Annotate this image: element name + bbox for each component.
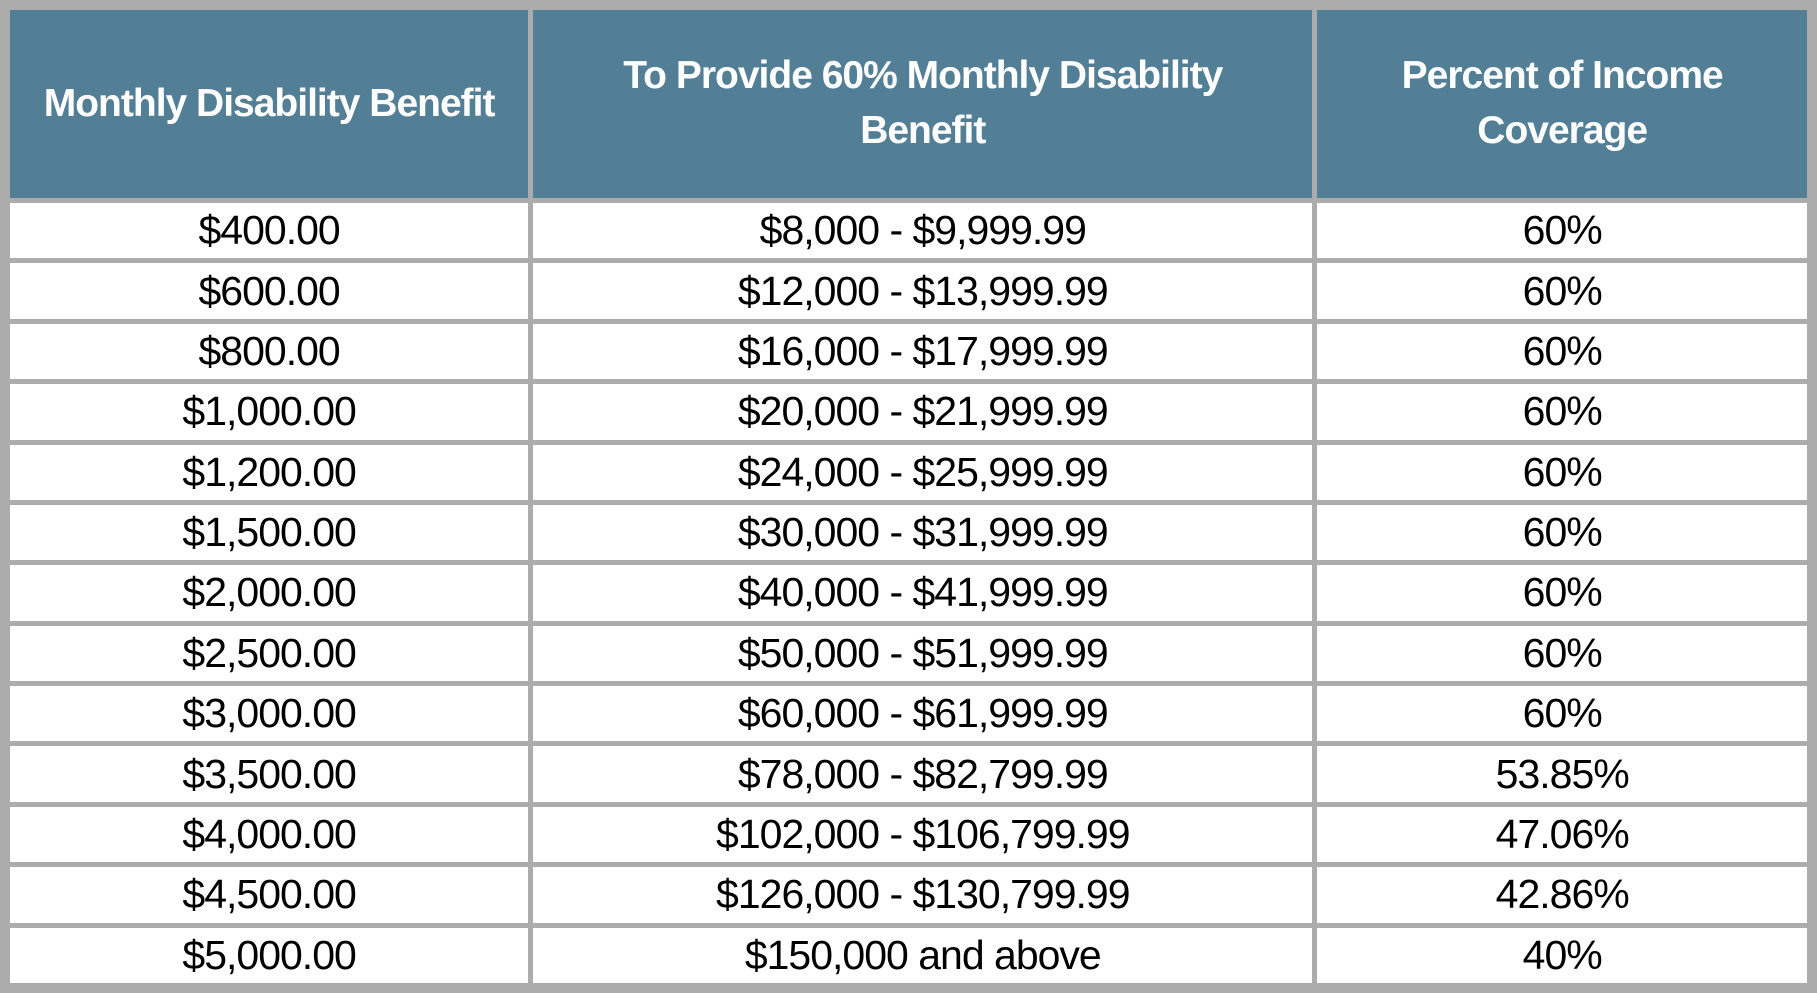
income-range-cell: $20,000 - $21,999.99 — [533, 384, 1313, 440]
percent-cell: 60% — [1317, 323, 1807, 380]
table-row: $2,500.00 $50,000 - $51,999.99 60% — [10, 625, 1807, 681]
col-header-percent-coverage: Percent of Income Coverage — [1317, 10, 1807, 198]
table-row: $400.00 $8,000 - $9,999.99 60% — [10, 203, 1807, 259]
income-range-cell: $102,000 - $106,799.99 — [533, 806, 1313, 863]
income-range-cell: $16,000 - $17,999.99 — [533, 323, 1313, 380]
benefit-cell: $800.00 — [10, 323, 529, 380]
col-header-income-range: To Provide 60% Monthly Disability Benefi… — [533, 10, 1313, 198]
income-range-cell: $8,000 - $9,999.99 — [533, 203, 1313, 259]
benefit-cell: $2,000.00 — [10, 565, 529, 621]
income-range-cell: $126,000 - $130,799.99 — [533, 867, 1313, 923]
benefit-cell: $3,500.00 — [10, 746, 529, 802]
percent-cell: 42.86% — [1317, 867, 1807, 923]
table-row: $4,500.00 $126,000 - $130,799.99 42.86% — [10, 867, 1807, 923]
percent-cell: 40% — [1317, 927, 1807, 983]
percent-cell: 60% — [1317, 203, 1807, 259]
percent-cell: 60% — [1317, 384, 1807, 440]
benefit-cell: $4,500.00 — [10, 867, 529, 923]
income-range-cell: $60,000 - $61,999.99 — [533, 686, 1313, 742]
percent-cell: 47.06% — [1317, 806, 1807, 863]
benefit-cell: $1,000.00 — [10, 384, 529, 440]
percent-cell: 60% — [1317, 263, 1807, 319]
income-range-cell: $50,000 - $51,999.99 — [533, 625, 1313, 681]
table-row: $1,200.00 $24,000 - $25,999.99 60% — [10, 444, 1807, 500]
benefit-cell: $2,500.00 — [10, 625, 529, 681]
percent-cell: 60% — [1317, 625, 1807, 681]
table-row: $2,000.00 $40,000 - $41,999.99 60% — [10, 565, 1807, 621]
income-range-cell: $40,000 - $41,999.99 — [533, 565, 1313, 621]
disability-benefit-table: Monthly Disability Benefit To Provide 60… — [5, 5, 1812, 988]
table-row: $1,500.00 $30,000 - $31,999.99 60% — [10, 504, 1807, 561]
table-row: $3,500.00 $78,000 - $82,799.99 53.85% — [10, 746, 1807, 802]
percent-cell: 53.85% — [1317, 746, 1807, 802]
income-range-cell: $12,000 - $13,999.99 — [533, 263, 1313, 319]
table-row: $800.00 $16,000 - $17,999.99 60% — [10, 323, 1807, 380]
percent-cell: 60% — [1317, 444, 1807, 500]
income-range-cell: $150,000 and above — [533, 927, 1313, 983]
percent-cell: 60% — [1317, 686, 1807, 742]
benefit-cell: $600.00 — [10, 263, 529, 319]
table-row: $4,000.00 $102,000 - $106,799.99 47.06% — [10, 806, 1807, 863]
income-range-cell: $78,000 - $82,799.99 — [533, 746, 1313, 802]
table-row: $600.00 $12,000 - $13,999.99 60% — [10, 263, 1807, 319]
benefit-cell: $3,000.00 — [10, 686, 529, 742]
income-range-cell: $24,000 - $25,999.99 — [533, 444, 1313, 500]
income-range-cell: $30,000 - $31,999.99 — [533, 504, 1313, 561]
percent-cell: 60% — [1317, 565, 1807, 621]
benefit-cell: $4,000.00 — [10, 806, 529, 863]
benefit-cell: $400.00 — [10, 203, 529, 259]
percent-cell: 60% — [1317, 504, 1807, 561]
table-row: $5,000.00 $150,000 and above 40% — [10, 927, 1807, 983]
benefit-cell: $1,200.00 — [10, 444, 529, 500]
benefit-cell: $5,000.00 — [10, 927, 529, 983]
col-header-monthly-benefit: Monthly Disability Benefit — [10, 10, 529, 198]
header-row: Monthly Disability Benefit To Provide 60… — [10, 10, 1807, 198]
benefit-cell: $1,500.00 — [10, 504, 529, 561]
table-row: $1,000.00 $20,000 - $21,999.99 60% — [10, 384, 1807, 440]
table-row: $3,000.00 $60,000 - $61,999.99 60% — [10, 686, 1807, 742]
